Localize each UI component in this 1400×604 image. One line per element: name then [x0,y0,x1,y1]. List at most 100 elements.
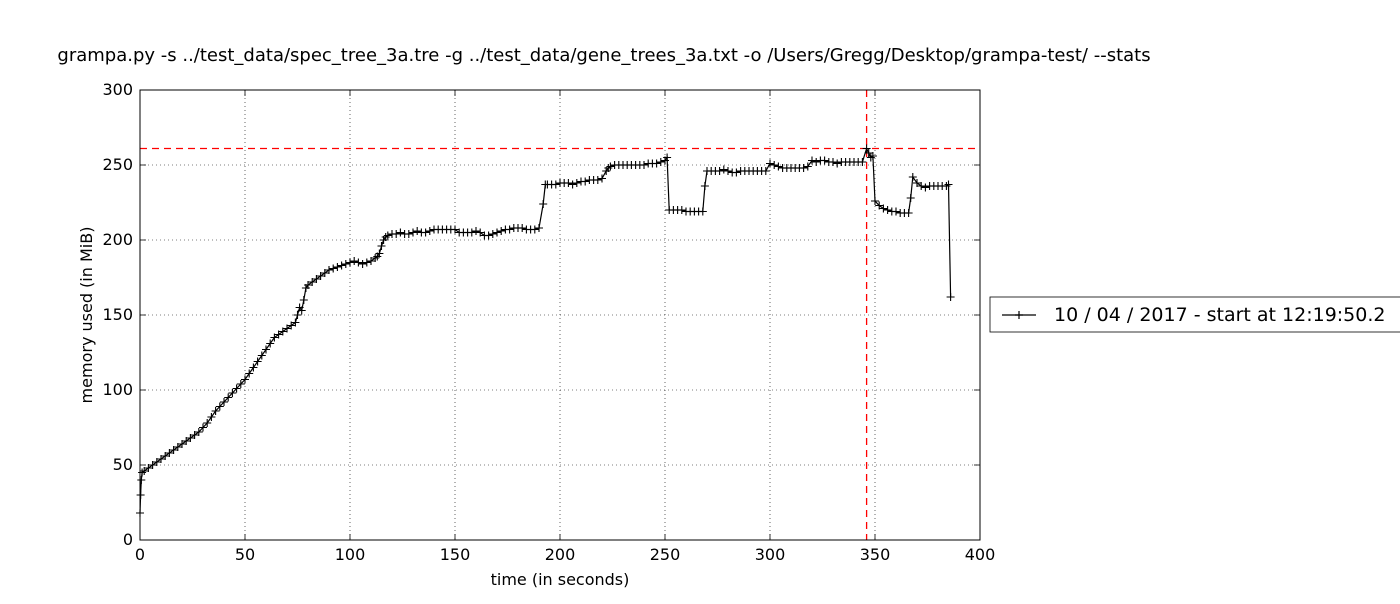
data-point [868,152,877,160]
data-point [333,263,342,271]
data-point [136,491,145,499]
data-point [194,428,203,436]
data-point [297,306,306,315]
data-point [866,153,875,162]
data-point [262,345,270,354]
data-point [316,272,325,280]
data-point [152,458,161,466]
data-point [266,339,275,348]
data-point [220,398,228,406]
data-point [581,177,590,186]
data-point [862,144,871,153]
data-point [799,164,808,172]
data-point [161,452,170,460]
y-tick-label: 150 [102,305,133,324]
data-point [409,228,417,237]
data-point [169,446,178,454]
chart-title: grampa.py -s ../test_data/spec_tree_3a.t… [57,45,1150,66]
data-point [700,182,709,190]
data-point [539,200,548,208]
y-tick-label: 200 [102,230,133,249]
data-point [215,402,224,411]
data-point [157,455,165,463]
x-tick-label: 350 [860,545,891,564]
data-point [770,161,779,169]
data-point [341,260,350,268]
data-point [299,296,308,304]
data-point [421,228,430,237]
data-point [732,168,741,177]
data-point [173,443,182,451]
x-tick-label: 250 [650,545,681,564]
data-point [325,266,333,274]
y-axis-label: memory used (in MiB) [77,227,96,404]
x-tick-label: 400 [965,545,996,564]
data-point [375,249,384,258]
data-point [572,179,581,187]
data-point [257,351,266,360]
data-point [774,162,783,171]
data-point [472,227,480,235]
data-point [396,228,405,237]
data-point [350,257,359,265]
data-point [505,225,514,234]
data-point [606,162,615,171]
data-point [551,180,560,189]
data-point [656,158,665,166]
data-point [652,159,661,168]
data-point [906,194,915,202]
data-point [148,461,157,469]
legend: 10 / 04 / 2017 - start at 12:19:50.2 [989,296,1400,333]
data-point [858,158,867,166]
data-point [698,207,707,216]
data-point [518,224,527,232]
x-tick-label: 50 [235,545,255,564]
x-tick-label: 200 [545,545,576,564]
data-point [833,159,842,168]
data-point [944,180,953,189]
data-point [249,363,258,372]
data-point [270,333,279,342]
data-point [829,158,837,166]
data-point [883,206,892,214]
data-point [808,156,816,165]
data-point [337,261,346,270]
data-point [228,389,237,397]
data-point [199,423,207,432]
data-point [892,207,900,216]
data-point [875,201,884,210]
data-point [283,324,291,333]
data-point [942,182,951,190]
data-point [488,230,497,238]
y-tick-label: 300 [102,80,133,99]
data-point [346,258,354,267]
data-point [190,431,199,439]
y-tick-label: 250 [102,155,133,174]
data-point [362,258,371,267]
data-point [904,209,913,217]
data-point [287,321,296,330]
data-point [377,242,386,250]
series-layer [136,144,955,517]
y-tick-label: 0 [123,530,133,549]
data-point [367,257,375,265]
data-point [308,278,317,286]
data-point [371,254,380,262]
data-point [715,167,724,175]
ticks: 0 50 100 150 200 250 300 350 400 0 50 100 150 200 250 3… [102,80,995,564]
data-point [908,173,917,181]
data-point [451,225,459,234]
y-tick-label: 50 [113,455,133,474]
data-point [497,227,506,235]
data-point [354,258,363,267]
data-point [253,357,262,366]
data-point [640,161,648,169]
data-point [467,228,476,237]
data-point [593,176,602,184]
data-point [383,231,392,240]
data-point [140,467,149,475]
grid [140,90,980,540]
data-point [312,275,321,283]
data-point [404,230,413,238]
data-point [484,231,493,240]
